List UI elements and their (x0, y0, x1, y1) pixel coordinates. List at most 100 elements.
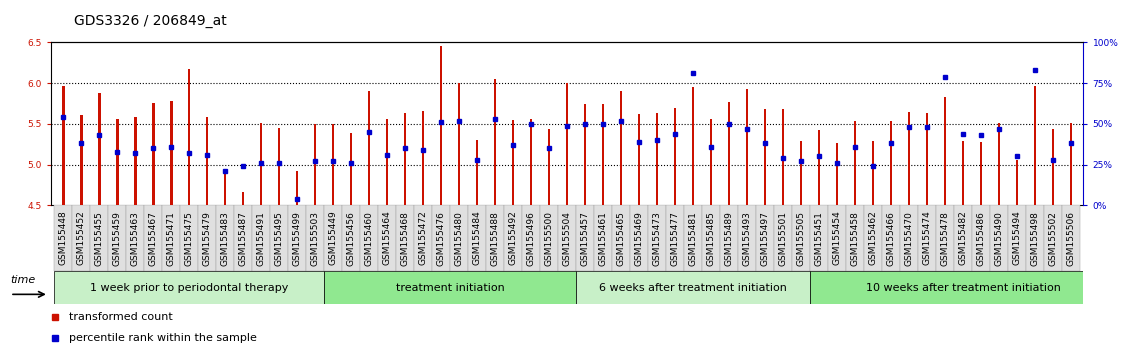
Text: GSM155473: GSM155473 (653, 211, 662, 266)
Bar (782, 109, 784, 205)
Text: GSM155495: GSM155495 (275, 211, 284, 266)
Bar (792, 205, 810, 271)
Bar (145, 205, 163, 271)
Bar (656, 113, 658, 205)
Bar (666, 205, 684, 271)
Bar (864, 205, 882, 271)
Bar (692, 87, 694, 205)
Bar (810, 271, 1116, 304)
Bar (278, 128, 280, 205)
Bar (800, 141, 802, 205)
Bar (549, 129, 551, 205)
Text: GDS3326 / 206849_at: GDS3326 / 206849_at (74, 14, 226, 28)
Bar (872, 141, 874, 205)
Bar (630, 205, 648, 271)
Bar (998, 123, 1000, 205)
Bar (54, 205, 72, 271)
Text: GSM155499: GSM155499 (293, 211, 302, 266)
Text: GSM155481: GSM155481 (689, 211, 698, 266)
Bar (512, 120, 515, 205)
Bar (171, 101, 173, 205)
Text: GSM155497: GSM155497 (760, 211, 769, 266)
Bar (1062, 205, 1080, 271)
Bar (127, 205, 145, 271)
Bar (189, 69, 190, 205)
Text: GSM155467: GSM155467 (149, 211, 158, 266)
Bar (684, 205, 702, 271)
Bar (710, 119, 713, 205)
Bar (216, 205, 234, 271)
Bar (333, 124, 335, 205)
Bar (1008, 205, 1026, 271)
Bar (288, 205, 307, 271)
Text: GSM155475: GSM155475 (184, 211, 193, 266)
Bar (90, 205, 109, 271)
Bar (432, 205, 450, 271)
Text: GSM155491: GSM155491 (257, 211, 266, 266)
Bar (296, 171, 299, 205)
Bar (109, 205, 127, 271)
Bar (990, 205, 1008, 271)
Bar (774, 205, 792, 271)
Bar (450, 205, 468, 271)
Bar (378, 205, 396, 271)
Bar (486, 205, 504, 271)
Bar (468, 205, 486, 271)
Bar (702, 205, 720, 271)
Bar (612, 205, 630, 271)
Bar (422, 111, 424, 205)
Text: GSM155456: GSM155456 (347, 211, 356, 266)
Text: GSM155496: GSM155496 (527, 211, 536, 266)
Text: GSM155476: GSM155476 (437, 211, 446, 266)
Bar (1070, 123, 1072, 205)
Text: GSM155466: GSM155466 (887, 211, 896, 266)
Bar (926, 113, 929, 205)
Bar (674, 108, 676, 205)
Bar (936, 205, 953, 271)
Text: GSM155483: GSM155483 (221, 211, 230, 266)
Bar (116, 119, 119, 205)
Bar (846, 205, 864, 271)
Bar (153, 103, 155, 205)
Bar (252, 205, 270, 271)
Bar (594, 205, 612, 271)
Bar (54, 271, 325, 304)
Bar (746, 89, 749, 205)
Bar (234, 205, 252, 271)
Text: GSM155500: GSM155500 (545, 211, 554, 266)
Bar (567, 83, 568, 205)
Bar (414, 205, 432, 271)
Bar (242, 192, 244, 205)
Bar (396, 205, 414, 271)
Bar (62, 86, 64, 205)
Text: transformed count: transformed count (69, 312, 172, 322)
Bar (504, 205, 523, 271)
Bar (559, 205, 576, 271)
Text: GSM155451: GSM155451 (814, 211, 823, 266)
Bar (386, 119, 388, 205)
Bar (638, 114, 640, 205)
Text: GSM155471: GSM155471 (167, 211, 176, 266)
Text: GSM155449: GSM155449 (329, 211, 338, 266)
Bar (458, 83, 460, 205)
Text: GSM155472: GSM155472 (418, 211, 428, 266)
Text: time: time (10, 275, 35, 285)
Text: 10 weeks after treatment initiation: 10 weeks after treatment initiation (865, 282, 1061, 293)
Text: GSM155487: GSM155487 (239, 211, 248, 266)
Bar (739, 205, 757, 271)
Text: GSM155455: GSM155455 (95, 211, 104, 266)
Bar (979, 142, 982, 205)
Bar (836, 143, 838, 205)
Text: GSM155501: GSM155501 (778, 211, 787, 266)
Bar (80, 115, 83, 205)
Bar (900, 205, 918, 271)
Bar (494, 79, 497, 205)
Text: GSM155488: GSM155488 (491, 211, 500, 266)
Text: GSM155492: GSM155492 (509, 211, 518, 266)
Bar (181, 205, 198, 271)
Text: 6 weeks after treatment initiation: 6 weeks after treatment initiation (599, 282, 787, 293)
Bar (720, 205, 739, 271)
Bar (270, 205, 288, 271)
Bar (343, 205, 361, 271)
Text: GSM155463: GSM155463 (131, 211, 140, 266)
